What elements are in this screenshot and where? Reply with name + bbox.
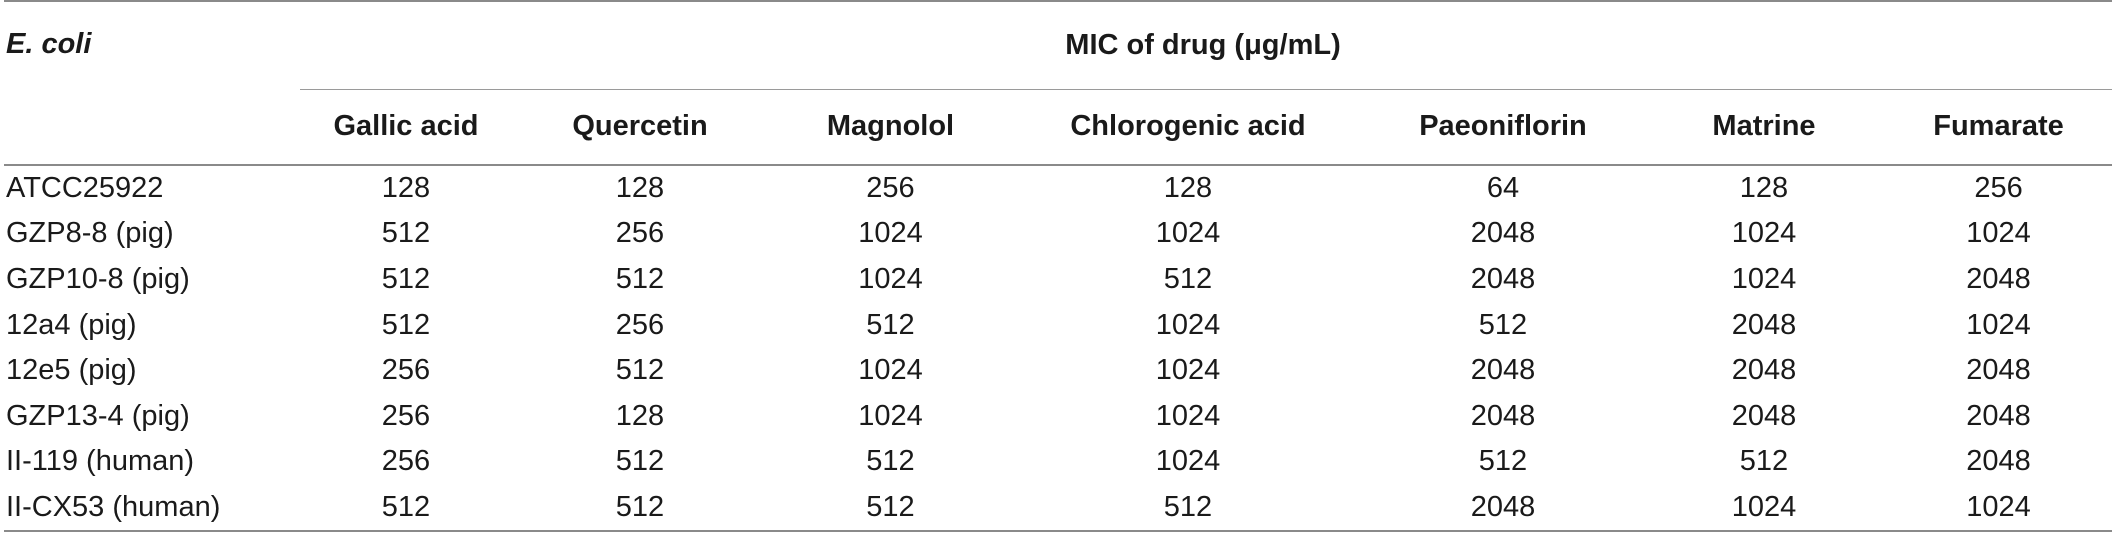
mic-value-cell: 2048 <box>1731 399 1797 432</box>
corner-label: E. coli <box>4 0 300 89</box>
mic-value-cell: 1024 <box>1966 308 2031 341</box>
strain-cell: II-119 (human) <box>6 445 195 478</box>
mic-value-cell: 2048 <box>1470 399 1536 432</box>
header-row-columns: Gallic acid Quercetin Magnolol Chlorogen… <box>4 88 2113 166</box>
mic-value-cell: 512 <box>512 484 768 533</box>
mic-value-cell: 512 <box>615 262 665 295</box>
mic-value-cell: 128 <box>615 171 665 204</box>
header-row-group: E. coli MIC of drug (μg/mL) <box>4 0 2113 89</box>
column-header: Chlorogenic acid <box>1013 88 1363 166</box>
group-header: MIC of drug (μg/mL) <box>300 0 2113 89</box>
strain-cell: ATCC25922 <box>6 171 164 204</box>
mic-value-cell: 256 <box>615 308 665 341</box>
mic-value-cell: 256 <box>615 217 665 250</box>
mic-value-cell: 512 <box>381 262 431 295</box>
mic-value-cell: 1024 <box>858 354 923 387</box>
mic-value-cell: 512 <box>1163 262 1213 295</box>
strain-cell: GZP13-4 (pig) <box>6 399 190 432</box>
column-header: Gallic acid <box>300 88 512 166</box>
mic-value-cell: 512 <box>866 445 915 478</box>
mic-value-cell: 512 <box>615 445 665 478</box>
mic-value-cell: 512 <box>615 354 665 387</box>
mic-value-cell: 64 <box>1486 171 1520 204</box>
mic-value-cell: 512 <box>768 484 1013 533</box>
mic-value-cell: 1024 <box>1731 262 1797 295</box>
mic-value-cell: 128 <box>1163 171 1213 204</box>
mic-value-cell: 512 <box>1013 484 1363 533</box>
mic-value-cell: 512 <box>381 217 431 250</box>
mic-value-cell: 1024 <box>1155 308 1221 341</box>
mic-value-cell: 1024 <box>1155 354 1221 387</box>
mic-value-cell: 256 <box>866 171 915 204</box>
strain-cell: II-CX53 (human) <box>4 484 300 533</box>
mic-value-cell: 2048 <box>1966 262 2031 295</box>
table-row: GZP13-4 (pig) 256 128 1024 1024 2048 204… <box>4 393 2112 439</box>
mic-value-cell: 256 <box>1974 171 2023 204</box>
mic-value-cell: 512 <box>866 308 915 341</box>
column-header: Magnolol <box>768 88 1013 166</box>
mic-value-cell: 2048 <box>1470 217 1536 250</box>
column-header: Matrine <box>1643 88 1885 166</box>
mic-value-cell: 1024 <box>1885 484 2113 533</box>
mic-value-cell: 2048 <box>1470 354 1536 387</box>
column-header: Quercetin <box>512 88 768 166</box>
column-header: Paeoniflorin <box>1363 88 1643 166</box>
mic-value-cell: 2048 <box>1731 354 1797 387</box>
strain-cell: 12e5 (pig) <box>6 354 137 387</box>
mic-value-cell: 2048 <box>1731 308 1797 341</box>
strain-cell: GZP10-8 (pig) <box>6 262 190 295</box>
header-blank-cell <box>4 89 300 166</box>
table-row: GZP10-8 (pig) 512 512 1024 512 2048 1024… <box>4 257 2112 303</box>
mic-value-cell: 256 <box>381 399 431 432</box>
mic-value-cell: 2048 <box>1363 484 1643 533</box>
table-row: 12a4 (pig) 512 256 512 1024 512 2048 102… <box>4 302 2112 348</box>
table-row: ATCC25922 128 128 256 128 64 128 256 <box>4 165 2112 212</box>
mic-value-cell: 1024 <box>1643 484 1885 533</box>
mic-value-cell: 128 <box>381 171 431 204</box>
mic-value-cell: 512 <box>1739 445 1789 478</box>
mic-value-cell: 512 <box>381 308 431 341</box>
strain-cell: 12a4 (pig) <box>6 308 137 341</box>
mic-table: E. coli MIC of drug (μg/mL) Gallic acid … <box>4 0 2113 533</box>
mic-value-cell: 1024 <box>1731 217 1797 250</box>
mic-value-cell: 1024 <box>858 262 923 295</box>
mic-value-cell: 1024 <box>1155 445 1221 478</box>
table-row: II-CX53 (human) 512 512 512 512 2048 102… <box>4 484 2113 533</box>
mic-value-cell: 256 <box>381 354 431 387</box>
mic-value-cell: 256 <box>381 445 431 478</box>
strain-cell: GZP8-8 (pig) <box>6 217 174 250</box>
mic-value-cell: 512 <box>300 484 512 533</box>
mic-value-cell: 128 <box>615 399 665 432</box>
mic-value-cell: 1024 <box>858 399 923 432</box>
mic-value-cell: 128 <box>1739 171 1789 204</box>
mic-value-cell: 512 <box>1478 308 1528 341</box>
mic-value-cell: 512 <box>1478 445 1528 478</box>
table-row: II-119 (human) 256 512 512 1024 512 512 … <box>4 439 2112 485</box>
table-row: GZP8-8 (pig) 512 256 1024 1024 2048 1024… <box>4 211 2112 257</box>
mic-value-cell: 2048 <box>1966 445 2031 478</box>
mic-value-cell: 1024 <box>1155 217 1221 250</box>
mic-value-cell: 1024 <box>1155 399 1221 432</box>
mic-value-cell: 2048 <box>1966 354 2031 387</box>
mic-value-cell: 1024 <box>1966 217 2031 250</box>
column-header: Fumarate <box>1885 88 2113 166</box>
table-row: 12e5 (pig) 256 512 1024 1024 2048 2048 2… <box>4 348 2112 394</box>
mic-value-cell: 2048 <box>1470 262 1536 295</box>
mic-value-cell: 2048 <box>1966 399 2031 432</box>
mic-value-cell: 1024 <box>858 217 923 250</box>
